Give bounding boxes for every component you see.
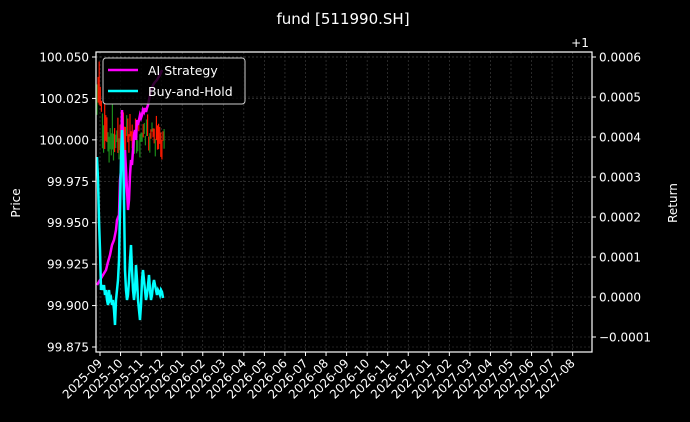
y-tick-left: 99.950	[47, 216, 89, 230]
buy-and-hold-line	[95, 129, 165, 326]
y-tick-right: 0.0006	[599, 51, 641, 65]
y-tick-right: 0.0002	[599, 211, 641, 225]
y-axis-label-left: Price	[9, 188, 23, 217]
right-axis-offset: +1	[571, 36, 589, 50]
y-tick-right: 0.0005	[599, 91, 641, 105]
y-tick-left: 100.000	[39, 133, 89, 147]
y-axis-left: 99.875 99.900 99.925 99.950 99.975 100.000 100…	[39, 51, 96, 355]
x-axis: 2025-092025-102025-112025-122026-012026-…	[60, 352, 578, 402]
legend: AI Strategy Buy-and-Hold	[102, 57, 246, 105]
y-tick-right: −0.0001	[599, 331, 651, 345]
y-tick-right: 0.0000	[599, 291, 641, 305]
y-tick-left: 99.900	[47, 299, 89, 313]
chart-title: fund [511990.SH]	[276, 10, 409, 28]
y-tick-left: 99.975	[47, 175, 89, 189]
y-tick-left: 99.875	[47, 341, 89, 355]
legend-label-buy-and-hold: Buy-and-Hold	[148, 84, 233, 99]
y-axis-label-right: Return	[666, 183, 680, 223]
y-tick-left: 100.025	[39, 92, 89, 106]
legend-label-ai-strategy: AI Strategy	[148, 63, 218, 78]
y-tick-left: 99.925	[47, 258, 89, 272]
plot-frame	[95, 51, 593, 353]
y-tick-left: 100.050	[39, 51, 89, 65]
y-tick-right: 0.0004	[599, 131, 641, 145]
y-axis-right: −0.0001 0.0000 0.0001 0.0002 0.0003 0.0004 0.0…	[592, 51, 651, 345]
y-tick-right: 0.0003	[599, 171, 641, 185]
price-series	[96, 61, 165, 172]
y-tick-right: 0.0001	[599, 251, 641, 265]
